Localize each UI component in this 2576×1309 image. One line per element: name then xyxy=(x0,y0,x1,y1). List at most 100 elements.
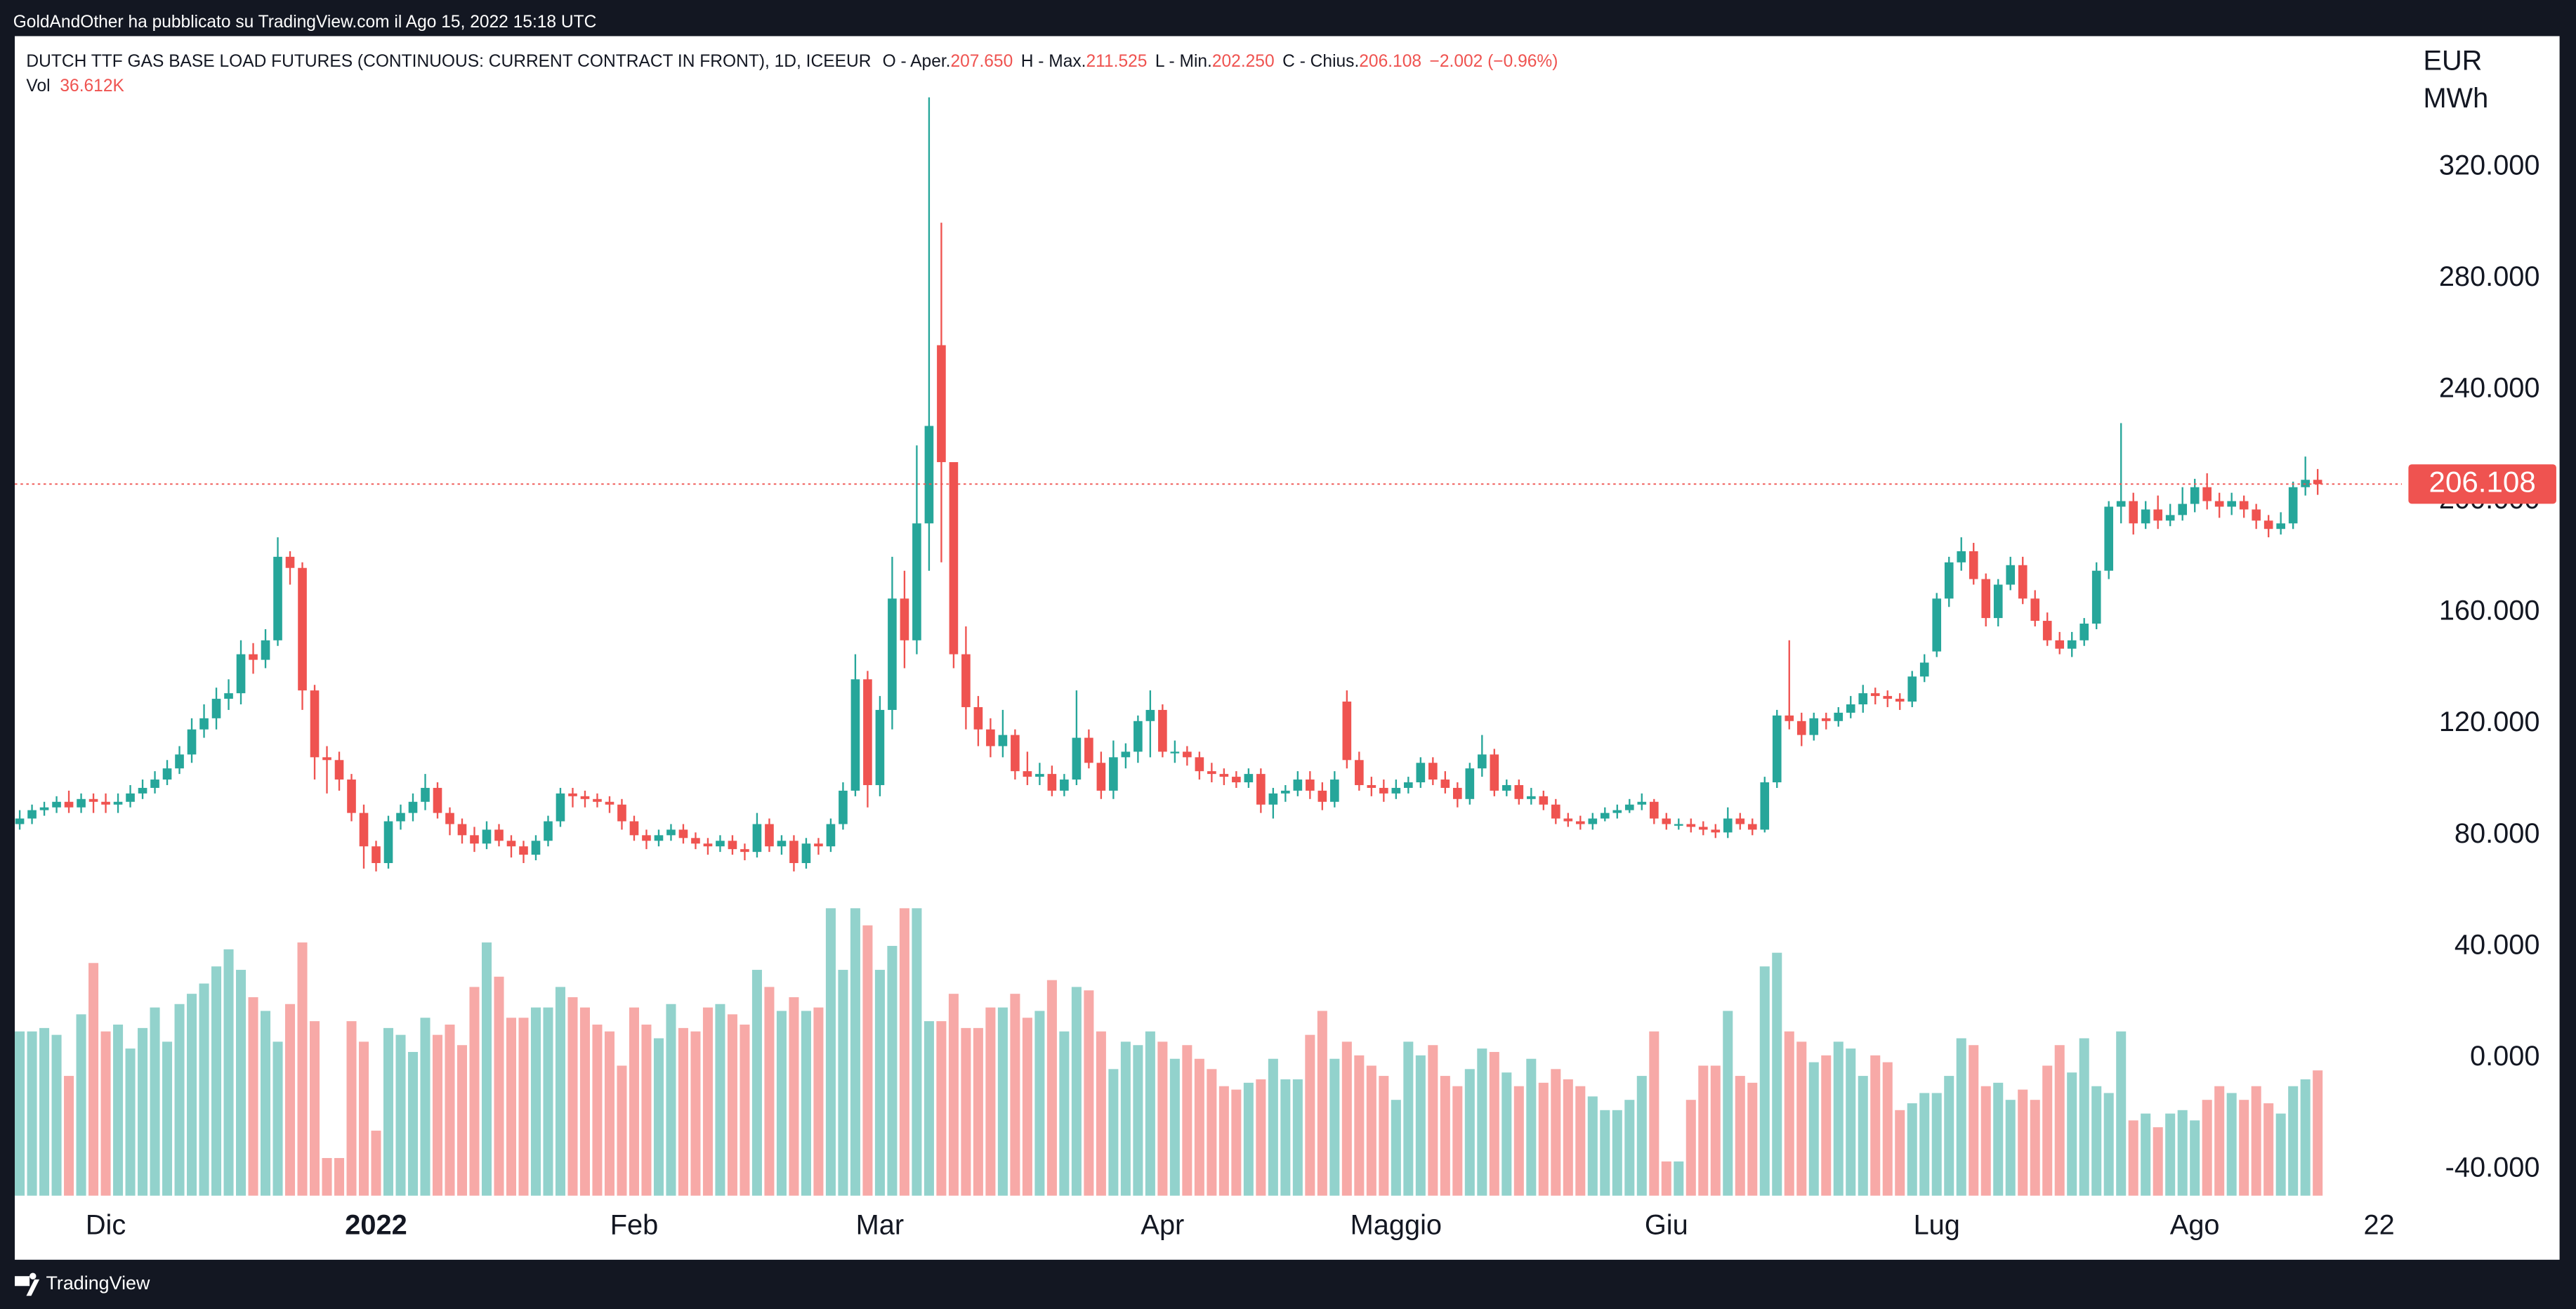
volume-bar xyxy=(2214,1086,2225,1196)
candle-body xyxy=(199,718,209,730)
candle-body xyxy=(2252,509,2261,521)
candle-body xyxy=(1551,804,1560,819)
candle-body xyxy=(162,768,172,780)
candle-body xyxy=(1969,551,1978,579)
candle-body xyxy=(2116,501,2126,507)
candle-body xyxy=(888,598,897,710)
candle-body xyxy=(77,798,86,808)
candle-body xyxy=(2055,640,2065,649)
candle-body xyxy=(27,810,37,819)
candle-body xyxy=(1330,780,1339,802)
x-tick-label: Dic xyxy=(86,1210,126,1241)
volume-bar xyxy=(2042,1065,2053,1196)
x-tick-label: Feb xyxy=(610,1210,659,1241)
volume-bar xyxy=(715,1004,725,1196)
candle-body xyxy=(1698,827,1708,830)
candle-body xyxy=(1453,787,1462,799)
candle-body xyxy=(101,801,110,805)
candle-body xyxy=(826,824,836,847)
candle-body xyxy=(1711,829,1721,833)
volume-bar xyxy=(1993,1082,2004,1196)
volume-bar xyxy=(2251,1086,2261,1196)
volume-bar xyxy=(1329,1058,1340,1196)
volume-bar xyxy=(838,970,848,1196)
volume-bar xyxy=(1513,1086,1524,1196)
volume-bar xyxy=(579,1007,590,1196)
volume-bar xyxy=(322,1158,332,1196)
volume-bar xyxy=(1538,1082,1549,1196)
candle-body xyxy=(593,798,602,802)
volume-bar xyxy=(653,1038,664,1196)
volume-bar xyxy=(1956,1038,1966,1196)
volume-bar xyxy=(2202,1100,2212,1196)
candle-body xyxy=(359,813,369,847)
candle-body xyxy=(1883,696,1893,699)
y-tick-label: 80.000 xyxy=(2455,818,2540,849)
candle-body xyxy=(2104,506,2114,571)
volume-bar xyxy=(1489,1051,1499,1196)
candle-body xyxy=(1858,693,1868,704)
volume-bar xyxy=(456,1045,468,1196)
candle-body xyxy=(850,679,860,791)
x-tick-label: Apr xyxy=(1141,1210,1184,1241)
legend-value: 207.650 xyxy=(951,52,1013,71)
volume-bar xyxy=(261,1011,271,1196)
candle-body xyxy=(1158,709,1167,752)
candle-body xyxy=(1035,774,1044,777)
volume-bar xyxy=(1931,1093,1942,1196)
candle-body xyxy=(1662,818,1671,824)
volume-bar xyxy=(1808,1062,1819,1196)
volume-bar xyxy=(1612,1110,1622,1196)
candle-body xyxy=(617,804,626,822)
volume-bar xyxy=(702,1007,713,1196)
candle-body xyxy=(544,821,553,841)
candle-body xyxy=(2214,501,2224,507)
volume-bar xyxy=(1919,1093,1930,1196)
volume-bar xyxy=(2226,1093,2237,1196)
volume-bar xyxy=(1231,1089,1242,1196)
candle-body xyxy=(211,699,221,718)
volume-bar xyxy=(604,1031,615,1196)
candle-body xyxy=(1686,824,1696,827)
volume-bar xyxy=(2116,1031,2127,1196)
volume-bar xyxy=(1735,1076,1745,1196)
volume-bar xyxy=(15,1031,25,1196)
volume-bar xyxy=(88,963,99,1196)
candle-body xyxy=(1919,662,1929,677)
volume-bar xyxy=(39,1027,50,1196)
volume-bar xyxy=(985,1007,996,1196)
candle-body xyxy=(2030,598,2040,621)
candle-body xyxy=(2190,487,2200,504)
volume-bar xyxy=(1403,1041,1414,1196)
volume-bar xyxy=(924,1021,934,1196)
volume-bar xyxy=(1366,1065,1376,1196)
candle-body xyxy=(1023,771,1032,777)
x-tick-label: Maggio xyxy=(1351,1210,1442,1241)
volume-bar xyxy=(1661,1161,1671,1196)
candle-body xyxy=(1846,704,1855,713)
candle-body xyxy=(1084,737,1093,763)
volume-bar xyxy=(1452,1086,1463,1196)
y-tick-label: 320.000 xyxy=(2439,150,2540,180)
candle-body xyxy=(334,760,344,780)
volume-bar xyxy=(1464,1069,1475,1196)
candle-body xyxy=(1207,771,1216,775)
candle-body xyxy=(1244,774,1254,783)
volume-title: Vol xyxy=(26,77,50,96)
candle-body xyxy=(310,690,320,758)
volume-bar xyxy=(776,1011,787,1196)
volume-bar xyxy=(432,1034,443,1196)
candle-body xyxy=(1588,818,1598,824)
candle-body xyxy=(273,556,282,640)
candle-body xyxy=(1821,718,1831,721)
y-tick-label: -40.000 xyxy=(2445,1152,2540,1183)
volume-bar xyxy=(27,1031,37,1196)
candle-body xyxy=(1834,712,1844,721)
volume-bar xyxy=(236,970,247,1196)
candle-body xyxy=(691,838,700,844)
candle-body xyxy=(1379,787,1388,794)
volume-bar xyxy=(530,1007,541,1196)
volume-bar xyxy=(1600,1110,1610,1196)
x-tick-label: Ago xyxy=(2170,1210,2220,1241)
